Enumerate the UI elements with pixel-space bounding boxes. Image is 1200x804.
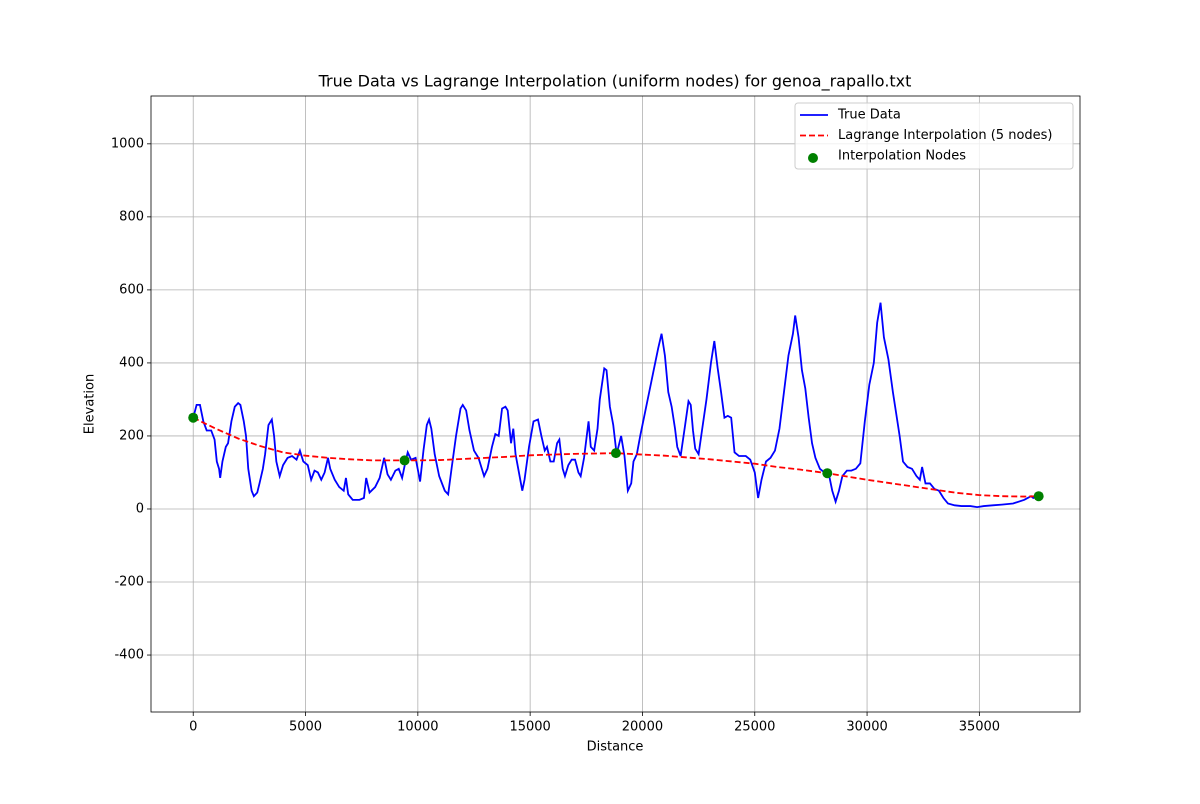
legend-label: Interpolation Nodes	[838, 149, 966, 164]
point	[399, 455, 410, 466]
y-tick-label: 400	[119, 355, 144, 370]
x-tick-label: 25000	[734, 720, 775, 735]
point	[1033, 491, 1044, 502]
legend-marker	[808, 153, 818, 163]
y-tick-label: -200	[114, 575, 144, 590]
y-axis-label: Elevation	[83, 374, 98, 434]
x-tick-label: 5000	[289, 720, 322, 735]
x-tick-label: 15000	[509, 720, 550, 735]
legend-label: True Data	[837, 108, 901, 123]
y-tick-label: 200	[119, 428, 144, 443]
plot-frame	[150, 95, 1081, 713]
y-tick-label: 600	[119, 282, 144, 297]
line	[192, 302, 1039, 509]
point	[610, 448, 621, 459]
x-tick-label: 30000	[846, 720, 887, 735]
x-tick-label: 20000	[622, 720, 663, 735]
y-tick-label: 1000	[111, 136, 144, 151]
y-tick-label: 800	[119, 209, 144, 224]
point	[822, 468, 833, 479]
y-tick-label: 0	[136, 501, 144, 516]
legend-label: Lagrange Interpolation (5 nodes)	[838, 128, 1053, 143]
legend-box	[794, 102, 1074, 170]
x-axis-label: Distance	[587, 740, 644, 755]
x-tick-label: 35000	[959, 720, 1000, 735]
y-tick-label: -400	[114, 648, 144, 663]
chart-title: True Data vs Lagrange Interpolation (uni…	[318, 72, 912, 92]
x-tick-label: 0	[189, 720, 197, 735]
x-tick-label: 10000	[397, 720, 438, 735]
line	[192, 416, 1039, 498]
point	[188, 412, 199, 423]
